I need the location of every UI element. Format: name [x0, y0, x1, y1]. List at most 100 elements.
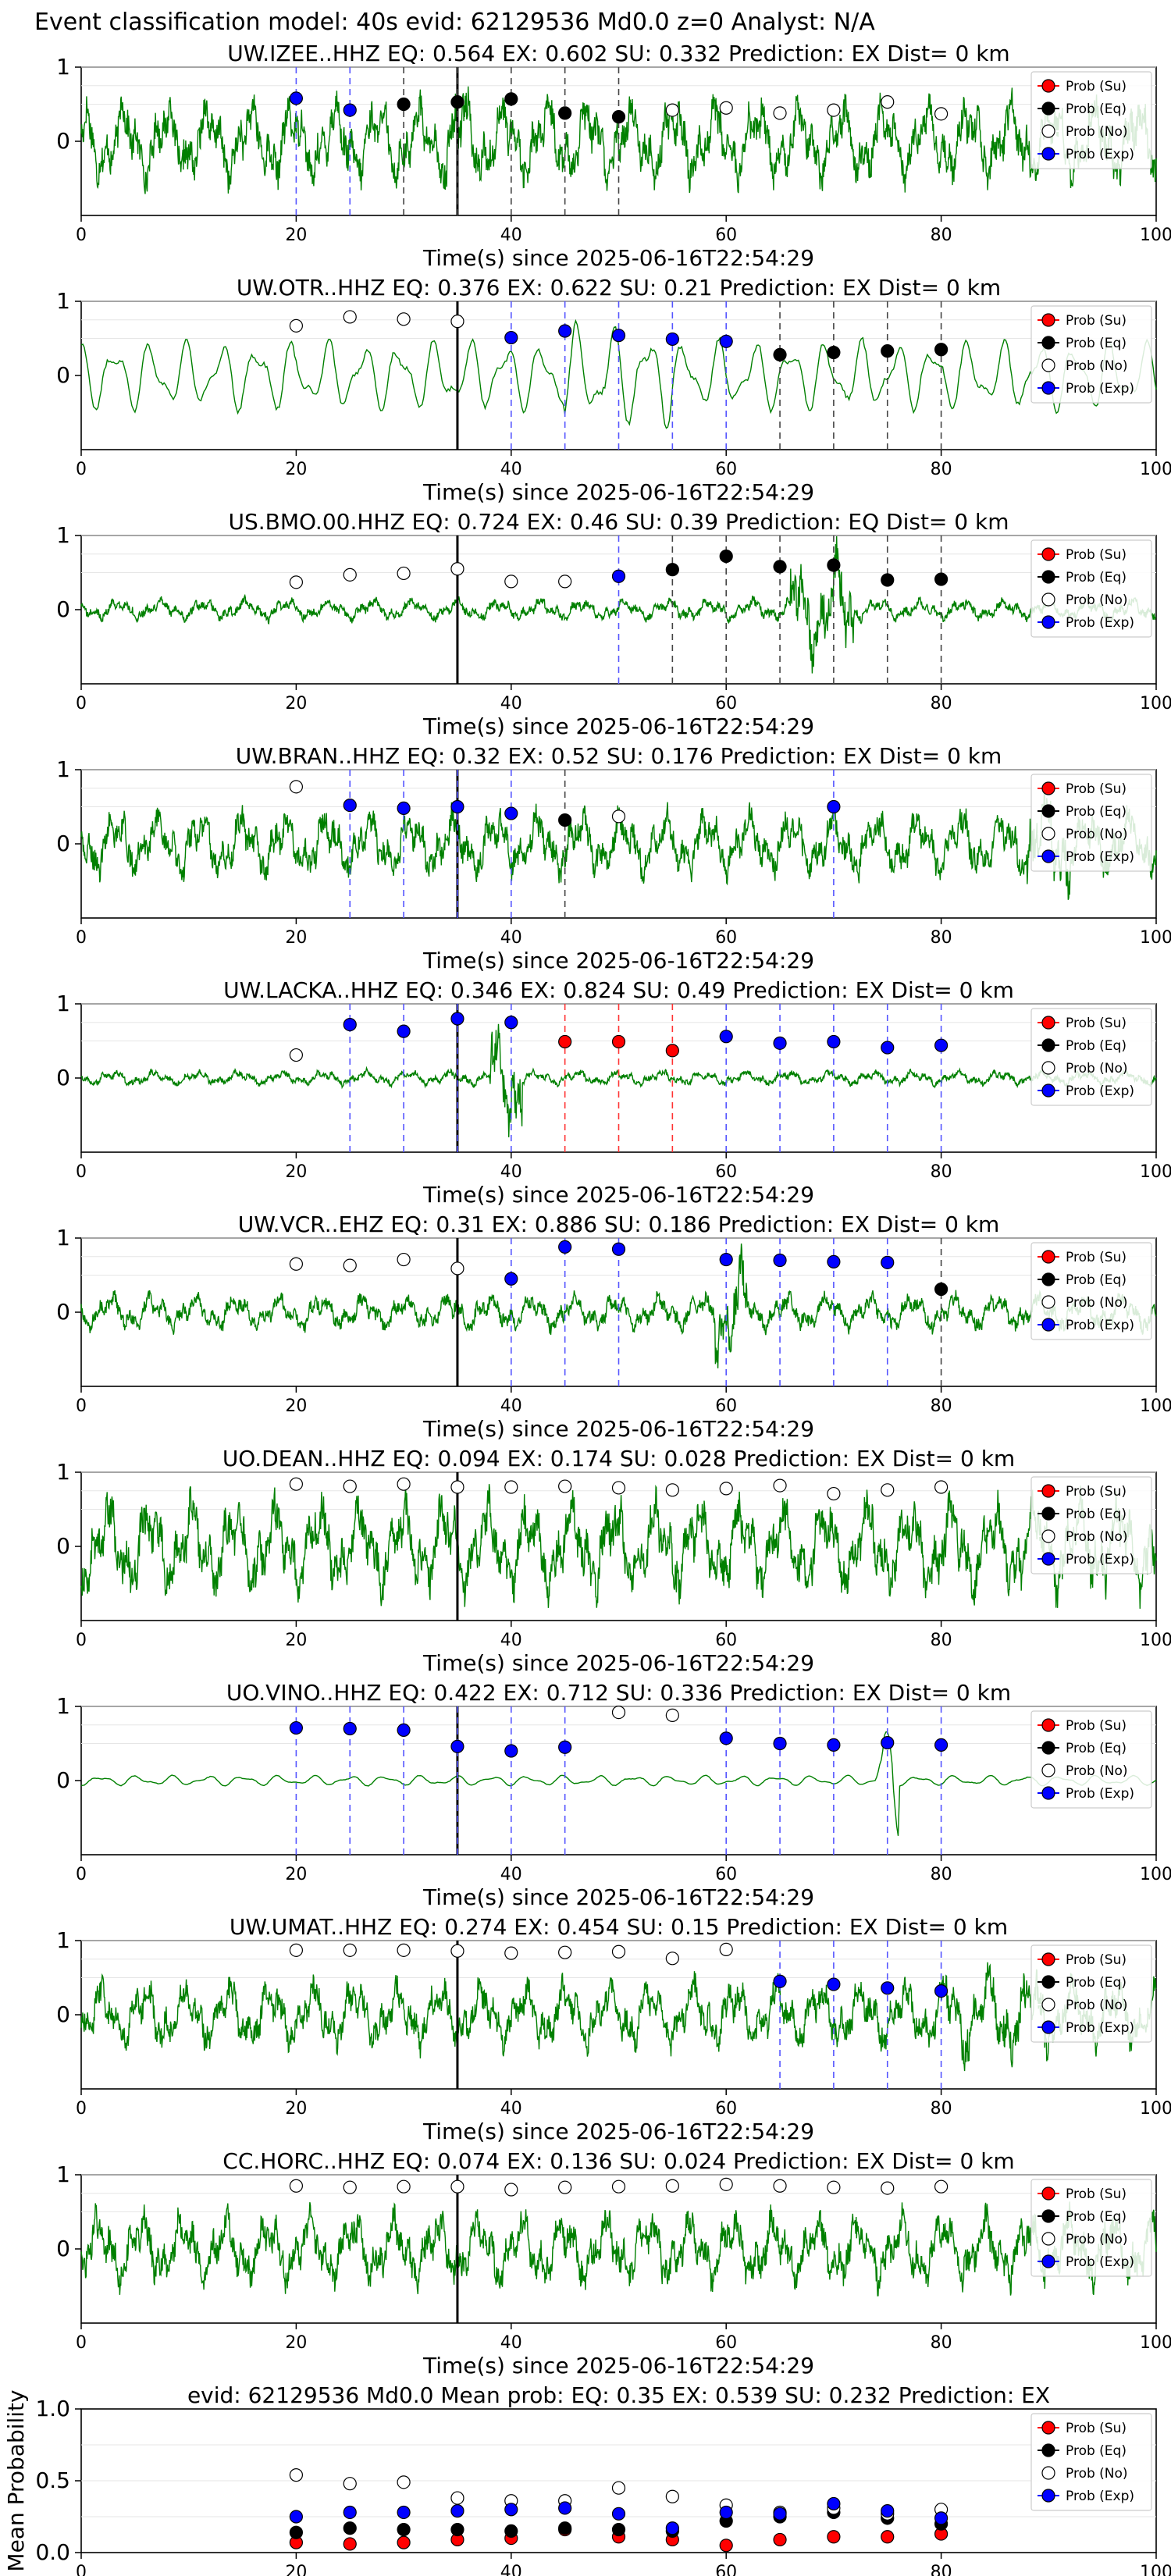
panel-title: UW.UMAT..HHZ EQ: 0.274 EX: 0.454 SU: 0.1… [230, 1914, 1008, 1940]
legend-label-eq: Prob (Eq) [1066, 336, 1127, 351]
x-axis-label: Time(s) since 2025-06-16T22:54:29 [422, 479, 814, 505]
panel-title: US.BMO.00.HHZ EQ: 0.724 EX: 0.46 SU: 0.3… [228, 509, 1009, 535]
mean-prob-point-no [450, 2491, 464, 2505]
prob-point-eq [558, 106, 572, 120]
mean-prob-point-no [397, 2475, 411, 2489]
mean-prob-point-exp [450, 2504, 464, 2518]
prob-point-exp [504, 1272, 518, 1286]
prob-point-exp [719, 1252, 733, 1267]
legend-label-eq: Prob (Eq) [1066, 1038, 1127, 1054]
legend-label-exp: Prob (Exp) [1066, 1083, 1134, 1099]
prob-point-no [934, 107, 949, 121]
prob-point-exp [558, 324, 572, 338]
x-tick-label: 40 [500, 1865, 522, 1884]
axes-frame [80, 769, 1157, 919]
prob-point-eq [827, 558, 841, 572]
prob-point-no [558, 575, 572, 589]
panel-uw-vcr-ehz: UW.VCR..EHZ EQ: 0.31 EX: 0.886 SU: 0.186… [56, 1212, 1171, 1442]
legend-label-eq: Prob (Eq) [1066, 1975, 1127, 1991]
y-tick-label: 0 [56, 1767, 70, 1793]
mean-prob-point-exp [343, 2505, 357, 2520]
legend-marker-su [1041, 1484, 1055, 1498]
prob-point-no [289, 780, 303, 794]
y-tick-label: 0.5 [35, 2467, 70, 2493]
x-axis-label: Time(s) since 2025-06-16T22:54:29 [422, 1650, 814, 1676]
prob-point-no [397, 1943, 411, 1957]
x-tick-label: 0 [76, 2333, 87, 2353]
x-tick-label: 60 [715, 1162, 737, 1182]
legend-box [1030, 774, 1152, 872]
mean-prob-point-exp [934, 2511, 949, 2525]
prob-point-exp [827, 1254, 841, 1269]
prob-point-exp [827, 1977, 841, 1991]
x-tick-label: 0 [76, 226, 87, 245]
x-tick-label: 60 [715, 928, 737, 948]
y-tick-label: 0 [56, 1065, 70, 1091]
legend-label-exp: Prob (Exp) [1066, 2489, 1134, 2504]
mean-prob-point-su [343, 2537, 357, 2551]
y-tick-label: 1 [56, 522, 70, 548]
panel-title: UW.LACKA..HHZ EQ: 0.346 EX: 0.824 SU: 0.… [223, 977, 1014, 1003]
figure-title: Event classification model: 40s evid: 62… [34, 9, 875, 36]
legend-marker-no [1041, 1763, 1055, 1777]
legend-marker-exp [1041, 147, 1055, 161]
prob-point-no [719, 1942, 733, 1956]
mean-prob-point-su [827, 2530, 841, 2544]
prob-point-no [558, 1945, 572, 1959]
prob-point-exp [827, 1738, 841, 1752]
legend-marker-no [1041, 1529, 1055, 1543]
prob-point-exp [343, 798, 357, 813]
legend-marker-su [1041, 313, 1055, 327]
prob-point-no [397, 566, 411, 581]
prob-point-no [881, 95, 895, 109]
y-tick-label: 0 [56, 2001, 70, 2027]
x-tick-label: 0 [76, 1865, 87, 1884]
panel-title: UO.DEAN..HHZ EQ: 0.094 EX: 0.174 SU: 0.0… [222, 1446, 1015, 1471]
prob-point-exp [827, 799, 841, 814]
x-tick-label: 100 [1140, 2563, 1171, 2576]
prob-point-no [289, 1943, 303, 1957]
legend-marker-eq [1041, 1975, 1055, 1989]
prob-point-exp [719, 1731, 733, 1745]
x-tick-label: 20 [285, 2099, 307, 2119]
prob-point-eq [450, 95, 464, 109]
legend-marker-exp [1041, 1318, 1055, 1332]
legend-box [1030, 1944, 1152, 2043]
prob-point-no [611, 1944, 626, 1959]
legend-label-no: Prob (No) [1066, 1998, 1128, 2013]
prob-point-no [289, 318, 303, 333]
mean-prob-point-exp [504, 2503, 518, 2517]
prob-point-no [504, 2183, 518, 2197]
legend-marker-no [1041, 1295, 1055, 1309]
prob-point-no [343, 1943, 357, 1957]
prob-point-su [558, 1034, 572, 1049]
legend-box [1030, 71, 1152, 169]
prob-point-no [450, 2179, 464, 2194]
prob-point-eq [611, 110, 626, 124]
x-tick-label: 20 [285, 226, 307, 245]
prob-point-exp [343, 1721, 357, 1736]
x-tick-label: 80 [931, 1631, 952, 1650]
prob-point-exp [934, 1738, 949, 1752]
x-tick-label: 80 [931, 1397, 952, 1416]
mean-prob-point-eq [611, 2522, 626, 2537]
prob-point-exp [881, 1041, 895, 1055]
prob-point-exp [558, 1240, 572, 1254]
panel-us-bmo-00-hhz: US.BMO.00.HHZ EQ: 0.724 EX: 0.46 SU: 0.3… [56, 509, 1171, 739]
legend-label-su: Prob (Su) [1066, 1952, 1127, 1968]
panel-title: CC.HORC..HHZ EQ: 0.074 EX: 0.136 SU: 0.0… [222, 2148, 1014, 2174]
legend-marker-no [1041, 1998, 1055, 2012]
prob-point-su [611, 1034, 626, 1049]
prob-point-exp [397, 801, 411, 816]
prob-point-no [665, 1708, 679, 1722]
mean-prob-point-exp [719, 2505, 733, 2520]
x-tick-label: 20 [285, 2563, 307, 2576]
prob-point-exp [611, 569, 626, 583]
legend-marker-exp [1041, 2254, 1055, 2268]
prob-point-no [343, 1479, 357, 1493]
y-tick-label: 0 [56, 1533, 70, 1559]
prob-point-no [665, 1483, 679, 1497]
x-tick-label: 100 [1140, 1162, 1171, 1182]
legend-label-su: Prob (Su) [1066, 1016, 1127, 1031]
legend-marker-no [1041, 827, 1055, 841]
